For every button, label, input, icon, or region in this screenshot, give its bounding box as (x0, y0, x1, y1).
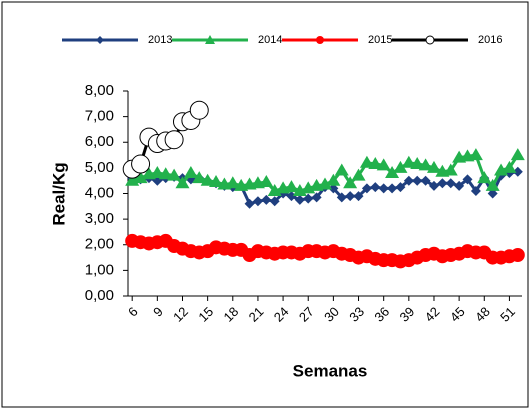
marker (487, 188, 498, 199)
marker (345, 191, 356, 202)
y-tick-label: 6,00 (85, 133, 114, 150)
marker (376, 158, 391, 171)
marker (403, 175, 414, 186)
legend-label: 2015 (368, 34, 392, 46)
y-axis-title: Real/Kg (49, 162, 68, 225)
marker (192, 171, 207, 184)
marker (361, 183, 372, 194)
marker (470, 185, 481, 196)
marker (426, 160, 441, 173)
marker (259, 174, 274, 187)
y-tick-label: 4,00 (85, 184, 114, 201)
marker (286, 191, 297, 202)
marker (468, 148, 483, 161)
y-tick-label: 3,00 (85, 210, 114, 227)
legend-marker (96, 36, 104, 44)
marker (351, 168, 366, 181)
marker (410, 157, 425, 170)
marker (334, 163, 349, 176)
marker (326, 173, 341, 186)
y-tick-label: 0,00 (85, 287, 114, 304)
marker (150, 166, 165, 178)
marker (131, 154, 151, 174)
marker (336, 192, 347, 203)
marker (183, 166, 198, 178)
marker (395, 182, 406, 193)
marker (343, 176, 358, 189)
marker (401, 155, 416, 168)
marker (485, 178, 500, 191)
marker (418, 158, 433, 171)
marker (200, 173, 215, 186)
marker (387, 183, 398, 194)
y-tick-label: 7,00 (85, 108, 114, 125)
marker (175, 176, 190, 189)
y-tick-label: 8,00 (85, 82, 114, 99)
marker (244, 198, 255, 209)
marker (368, 157, 383, 170)
marker (393, 160, 408, 173)
marker (477, 171, 492, 184)
legend-marker (316, 36, 324, 44)
marker (437, 178, 448, 189)
marker (428, 180, 439, 191)
marker (445, 178, 456, 189)
marker (252, 196, 263, 207)
marker (167, 168, 182, 181)
marker (510, 148, 525, 161)
marker (311, 192, 322, 203)
legend-marker (425, 35, 435, 45)
marker (443, 163, 458, 176)
x-axis-title: Semanas (293, 361, 368, 380)
marker (378, 183, 389, 194)
marker (133, 171, 148, 184)
y-tick-label: 5,00 (85, 159, 114, 176)
marker (328, 183, 339, 194)
marker (261, 194, 272, 205)
marker (284, 180, 299, 193)
marker (303, 193, 314, 204)
y-tick-label: 2,00 (85, 236, 114, 253)
marker (462, 174, 473, 185)
marker (412, 175, 423, 186)
legend-label: 2013 (148, 34, 172, 46)
marker (269, 196, 280, 207)
marker (353, 191, 364, 202)
marker (370, 182, 381, 193)
marker (164, 130, 184, 150)
marker (454, 180, 465, 191)
marker (420, 175, 431, 186)
legend-marker (205, 35, 215, 44)
marker (158, 167, 173, 180)
marker (385, 166, 400, 178)
marker (318, 177, 332, 190)
marker (225, 176, 240, 189)
marker (502, 160, 517, 173)
y-tick-label: 1,00 (85, 261, 114, 278)
marker (512, 166, 523, 177)
marker (209, 174, 224, 187)
marker (294, 194, 305, 205)
marker (510, 248, 525, 262)
legend-label: 2014 (258, 34, 282, 46)
legend-label: 2016 (478, 34, 502, 46)
marker (189, 100, 209, 120)
marker (359, 155, 374, 168)
